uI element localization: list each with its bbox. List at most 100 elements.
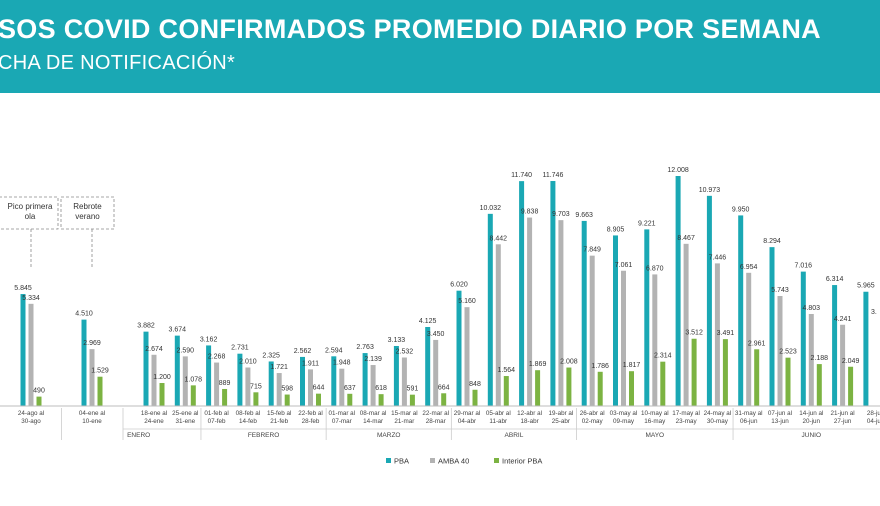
bar-amba xyxy=(495,244,501,406)
x-tick-label: 21-jun al xyxy=(831,410,855,417)
annotation-text: Pico primera xyxy=(8,202,53,211)
x-tick-label: 15-mar al xyxy=(391,410,418,417)
data-label-amba: 2.590 xyxy=(177,347,195,354)
bar-interior xyxy=(722,339,728,406)
data-label-pba: 6.020 xyxy=(450,282,468,289)
data-label-interior: 1.078 xyxy=(185,376,203,383)
x-tick-label: 18-abr xyxy=(520,418,538,425)
bar-pba xyxy=(81,319,87,406)
data-label-pba: 11.746 xyxy=(542,172,563,179)
bar-pba xyxy=(174,335,180,406)
data-label-interior: 1.529 xyxy=(91,368,109,375)
x-tick-label: 04-ju xyxy=(867,418,880,425)
x-tick-label: 21-mar xyxy=(394,418,414,425)
data-label-pba: 9.221 xyxy=(638,220,656,227)
bar-amba xyxy=(151,354,157,406)
data-label-amba: 2.532 xyxy=(396,349,414,356)
data-label-pba: 8.905 xyxy=(607,226,625,233)
data-label-interior: 644 xyxy=(313,385,325,392)
x-tick-label: 28-ju xyxy=(867,410,880,417)
x-tick-label: 22-mar al xyxy=(422,410,449,417)
bar-interior xyxy=(566,367,572,406)
data-label-pba: 7.016 xyxy=(795,263,813,270)
x-tick-label: 18-ene al xyxy=(141,410,167,417)
bar-amba xyxy=(89,349,95,406)
data-label-amba: 9.703 xyxy=(552,211,570,218)
x-tick-label: 23-may xyxy=(676,418,698,425)
x-tick-label: 07-jun al xyxy=(768,410,792,417)
bar-pba xyxy=(362,353,368,406)
data-label-pba: 8.294 xyxy=(763,238,781,245)
annotation-text: verano xyxy=(75,212,100,221)
x-tick-label: 07-mar xyxy=(332,418,352,425)
data-label-pba: 2.325 xyxy=(262,352,280,359)
legend-swatch-pba xyxy=(386,458,391,463)
data-label-pba: 3.674 xyxy=(169,327,187,334)
bar-interior xyxy=(409,394,415,406)
data-label-amba: 2.969 xyxy=(83,340,101,347)
bar-amba xyxy=(840,324,846,406)
bar-interior xyxy=(222,388,228,406)
annotation-text: Rebrote xyxy=(73,202,102,211)
month-label: MAYO xyxy=(645,432,664,439)
data-label-interior: 2.049 xyxy=(842,358,860,365)
data-label-amba: 3. xyxy=(871,309,877,316)
x-tick-label: 06-jun xyxy=(740,418,758,425)
bar-interior xyxy=(597,371,603,406)
bar-amba xyxy=(276,373,282,406)
bar-pba xyxy=(20,294,26,406)
bar-amba xyxy=(182,356,188,406)
bar-interior xyxy=(848,366,854,406)
x-tick-label: 29-mar al xyxy=(454,410,481,417)
x-tick-label: 15-feb al xyxy=(267,410,292,417)
legend-swatch-interior xyxy=(494,458,499,463)
bar-amba xyxy=(652,274,658,406)
data-label-amba: 7.446 xyxy=(709,254,727,261)
data-label-pba: 10.973 xyxy=(699,187,721,194)
bar-pba xyxy=(613,235,618,406)
data-label-pba: 4.510 xyxy=(75,311,93,318)
data-label-amba: 3.450 xyxy=(427,331,445,338)
data-label-interior: 2.314 xyxy=(654,353,672,360)
bar-amba xyxy=(464,307,470,406)
bar-amba xyxy=(621,270,626,406)
x-tick-label: 19-abr al xyxy=(548,410,573,417)
annotation-box xyxy=(60,196,115,230)
bar-pba xyxy=(519,181,525,406)
x-tick-label: 22-feb al xyxy=(298,410,323,417)
data-label-amba: 1.911 xyxy=(302,360,319,367)
x-tick-label: 17-may al xyxy=(672,410,700,417)
x-tick-label: 27-jun xyxy=(834,418,852,425)
bar-interior xyxy=(629,371,634,406)
data-label-interior: 591 xyxy=(407,386,419,393)
x-tick-label: 26-abr al xyxy=(580,410,605,417)
data-label-amba: 9.838 xyxy=(521,209,539,216)
data-label-interior: 1.869 xyxy=(529,361,547,368)
month-label: JUNIO xyxy=(802,432,822,439)
x-tick-label: 13-jun xyxy=(771,418,789,425)
bar-pba xyxy=(206,345,212,406)
bar-amba xyxy=(589,255,595,406)
bar-interior xyxy=(253,392,259,406)
data-label-amba: 4.241 xyxy=(834,316,852,323)
data-label-interior: 2.008 xyxy=(560,359,578,366)
legend-label-pba: PBA xyxy=(394,457,409,466)
header-banner: SOS COVID CONFIRMADOS PROMEDIO DIARIO PO… xyxy=(0,0,880,93)
data-label-pba: 3.882 xyxy=(137,323,155,330)
bar-amba xyxy=(214,362,220,406)
bar-amba xyxy=(683,243,689,406)
bar-pba xyxy=(143,331,149,406)
bar-interior xyxy=(754,349,760,406)
data-label-pba: 2.763 xyxy=(356,344,374,351)
bar-pba xyxy=(738,215,744,406)
data-label-pba: 5.845 xyxy=(14,285,32,292)
annotation-text: ola xyxy=(25,212,36,221)
data-label-interior: 664 xyxy=(438,384,450,391)
bar-interior xyxy=(816,364,822,406)
month-label: MARZO xyxy=(377,432,400,439)
legend-label-amba: AMBA 40 xyxy=(438,457,469,466)
bar-interior xyxy=(503,376,509,406)
bar-interior xyxy=(378,394,384,406)
bar-pba xyxy=(863,291,869,406)
bar-interior xyxy=(36,396,42,406)
